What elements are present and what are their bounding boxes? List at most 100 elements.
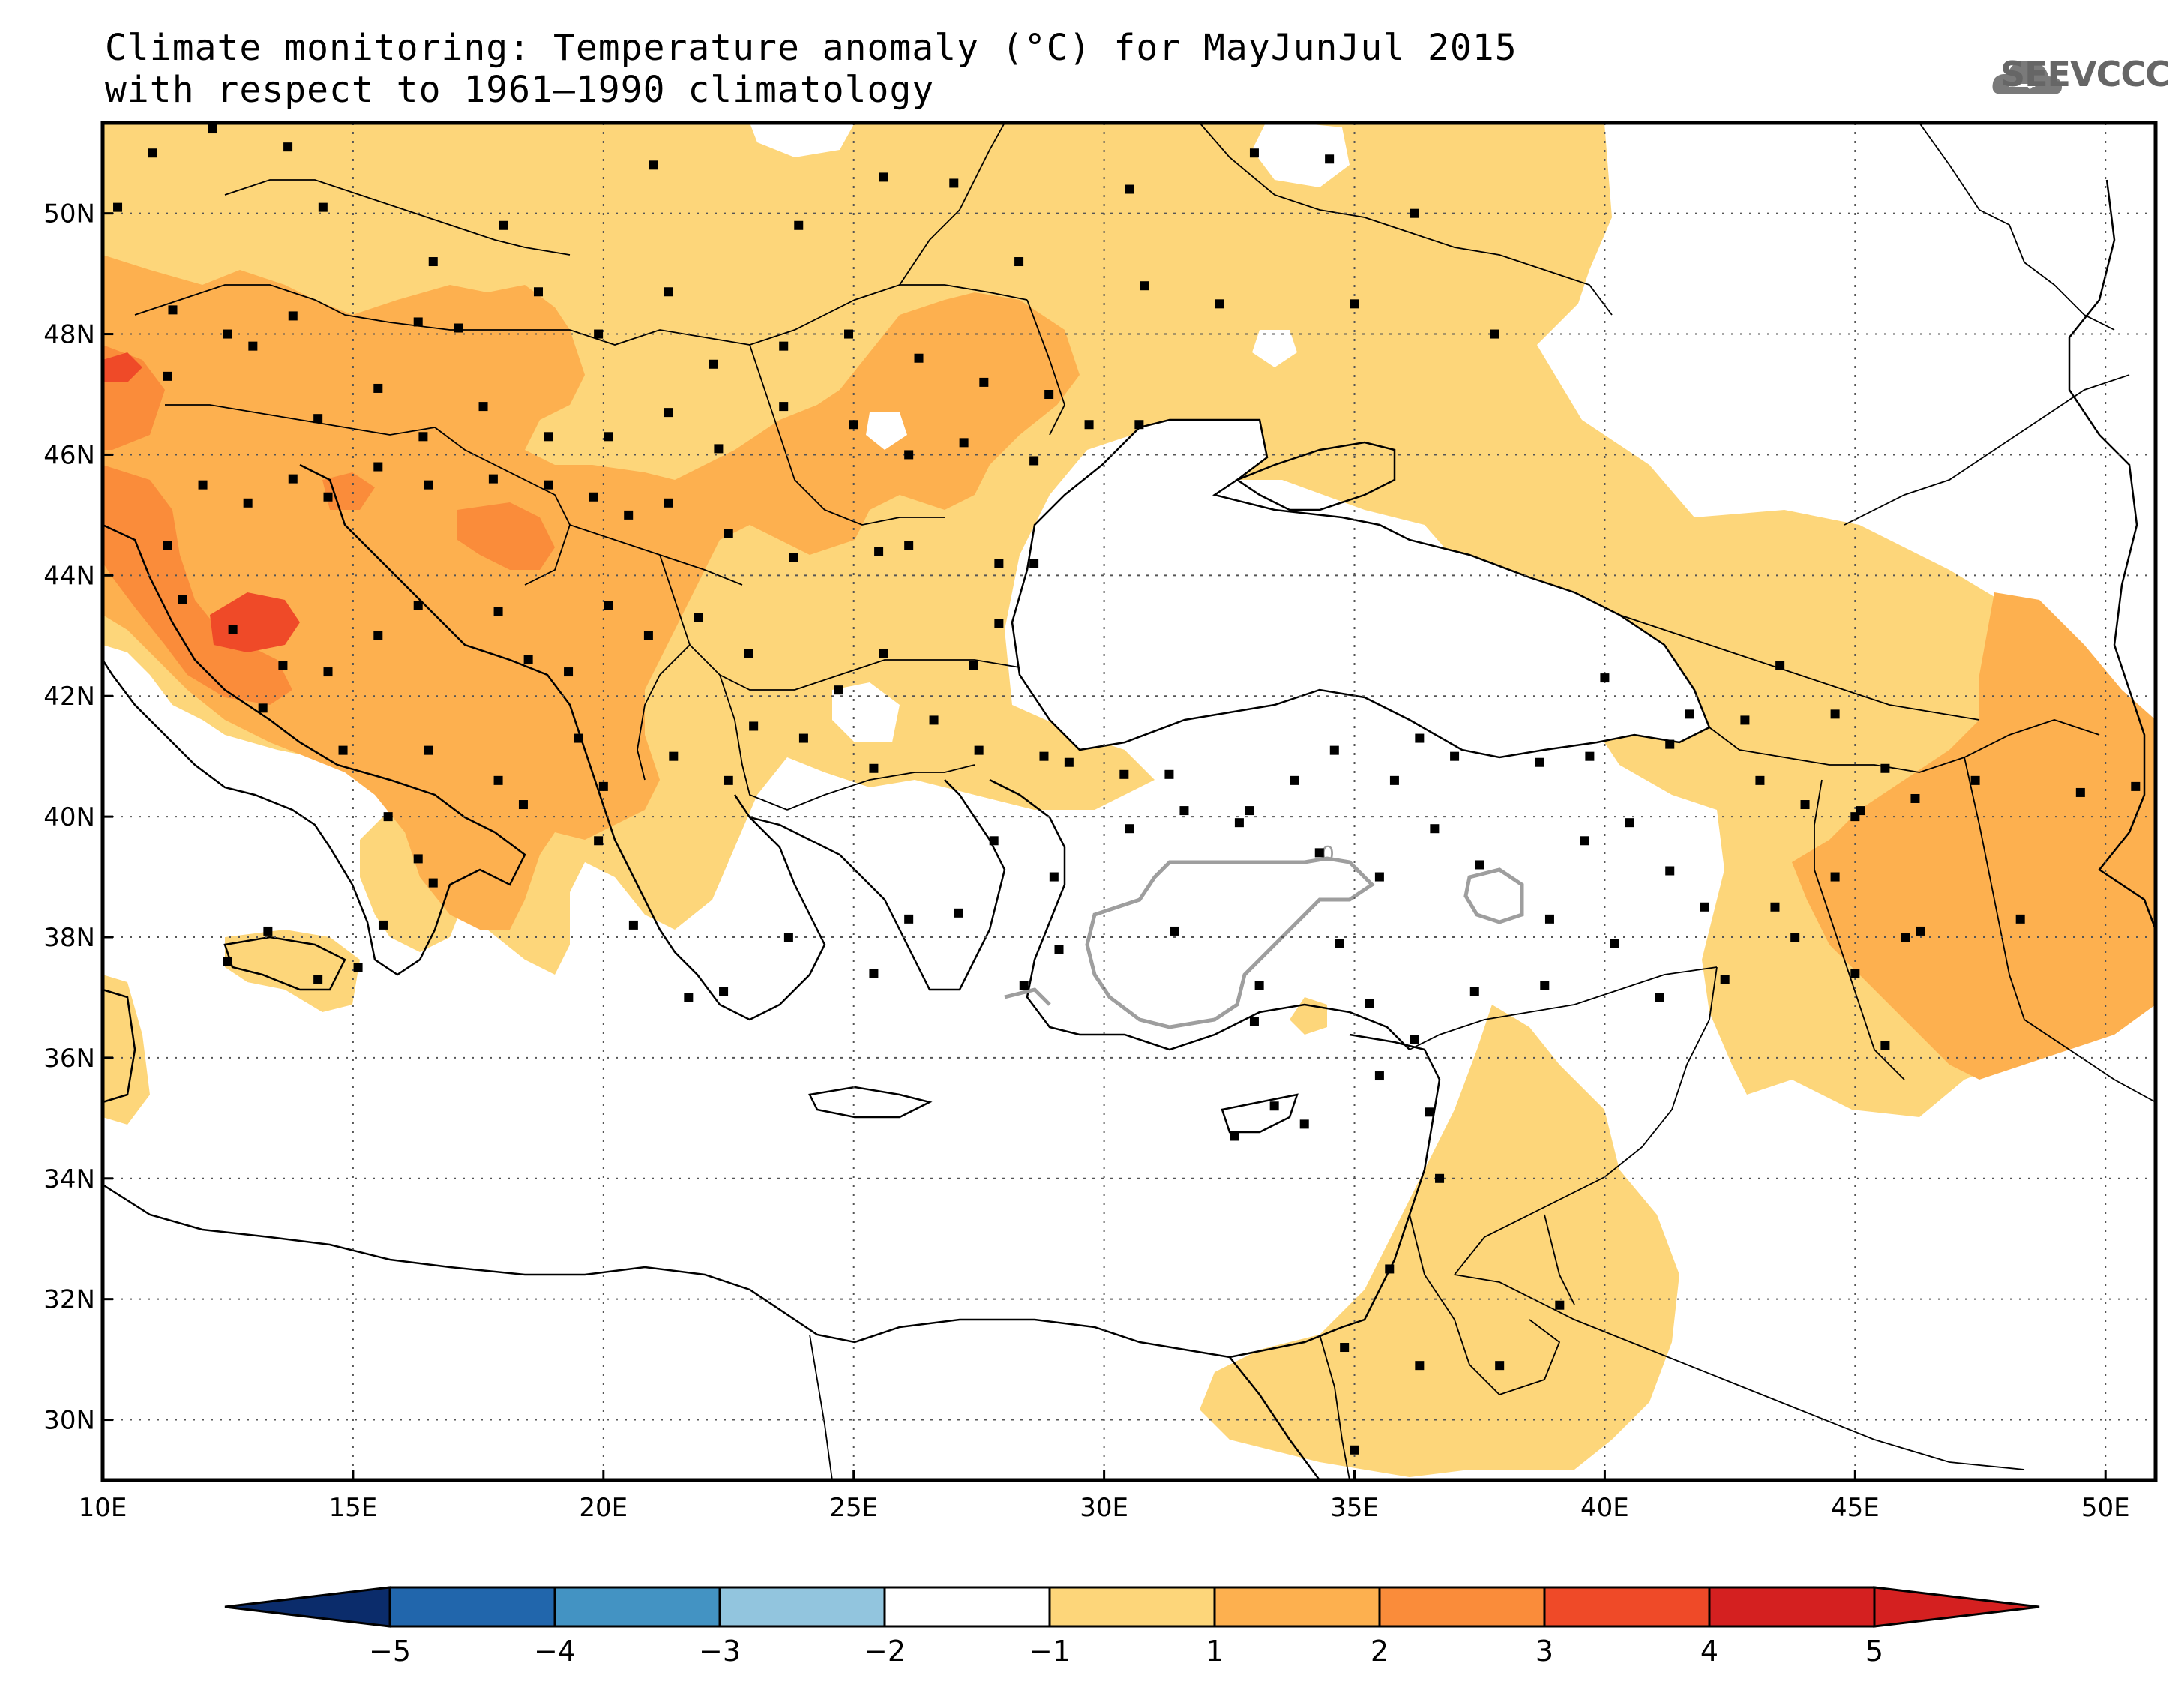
- station-marker: [594, 329, 604, 339]
- colorbar-under-arrow: [224, 1586, 391, 1628]
- station-marker: [789, 553, 798, 562]
- red-sea-gulf: [1229, 1356, 1321, 1481]
- station-marker: [1230, 1131, 1239, 1141]
- logo-text: SEEVCCC: [2000, 54, 2171, 94]
- station-marker: [323, 492, 333, 502]
- station-marker: [1164, 769, 1174, 779]
- station-marker: [1490, 329, 1499, 339]
- anomaly-band-1-2-levant: [1200, 1005, 1679, 1477]
- station-marker: [1325, 154, 1335, 164]
- station-marker: [1540, 981, 1550, 990]
- station-marker: [794, 220, 804, 230]
- zero-contour-west: [1004, 987, 1051, 1006]
- lon-tick-label: 50E: [2081, 1493, 2130, 1523]
- station-marker: [1850, 812, 1860, 822]
- station-marker: [113, 202, 123, 212]
- lat-tick-label: 34N: [43, 1164, 95, 1194]
- colorbar-label: −1: [1029, 1635, 1071, 1668]
- station-marker: [1049, 872, 1059, 882]
- station-marker: [353, 963, 363, 972]
- colorbar-segment: [883, 1586, 1051, 1628]
- station-marker: [378, 920, 388, 930]
- station-marker: [1880, 1041, 1890, 1050]
- station-marker: [1880, 763, 1890, 773]
- coastlines: [101, 179, 2157, 1481]
- station-marker: [604, 432, 613, 442]
- lon-tick-label: 30E: [1080, 1493, 1128, 1523]
- station-marker: [1335, 939, 1344, 948]
- sardinia-coast: [102, 988, 136, 1104]
- station-marker: [313, 975, 323, 984]
- station-marker: [413, 317, 423, 327]
- lon-tick-label: 10E: [79, 1493, 127, 1523]
- colorbar-over-arrow: [1873, 1586, 2040, 1628]
- station-marker: [1064, 757, 1074, 767]
- zero-contour-loop: [1463, 867, 1524, 924]
- station-marker: [589, 492, 598, 502]
- station-marker: [1140, 281, 1149, 291]
- station-marker: [969, 661, 978, 670]
- sicily-coast: [223, 936, 346, 991]
- station-marker: [1580, 836, 1589, 846]
- station-marker: [1544, 914, 1554, 924]
- station-marker: [1029, 559, 1039, 568]
- station-marker: [879, 172, 888, 182]
- station-marker: [288, 311, 298, 321]
- anomaly-gap-ukraine: [1252, 123, 1350, 187]
- station-marker: [228, 625, 238, 634]
- station-marker: [488, 474, 498, 484]
- station-marker: [1340, 1343, 1350, 1353]
- colorbar-label: −5: [369, 1635, 411, 1668]
- anomaly-band-2-3-caucasus: [1792, 592, 2156, 1080]
- station-marker: [1700, 902, 1709, 912]
- anomaly-gap-russia: [1574, 123, 2156, 487]
- station-marker: [1740, 715, 1750, 725]
- anomaly-band-1-2-cappadocia: [1290, 997, 1327, 1035]
- colorbar-segment: [718, 1586, 886, 1628]
- station-marker: [373, 631, 383, 640]
- anomaly-gap-poland: [750, 123, 855, 157]
- station-marker: [869, 763, 879, 773]
- station-marker: [669, 751, 679, 761]
- station-marker: [1600, 673, 1610, 683]
- country-borders: [134, 122, 2156, 1481]
- anomaly-band-3-4-balkans: [457, 502, 555, 570]
- station-marker: [428, 257, 438, 267]
- station-marker: [413, 854, 423, 864]
- station-marker: [2131, 781, 2141, 791]
- station-marker: [1215, 299, 1224, 309]
- lon-tick-label: 25E: [829, 1493, 878, 1523]
- station-marker: [954, 908, 963, 918]
- station-marker: [1625, 818, 1634, 828]
- station-marker: [1425, 1107, 1434, 1117]
- station-marker: [1410, 1035, 1419, 1044]
- colorbar-segment: [1378, 1586, 1546, 1628]
- station-marker: [1535, 757, 1544, 767]
- station-marker: [643, 631, 653, 640]
- station-marker: [1365, 999, 1374, 1008]
- station-marker: [223, 329, 232, 339]
- station-marker: [1469, 987, 1479, 996]
- station-marker: [959, 438, 969, 448]
- colorbar-segment: [1048, 1586, 1216, 1628]
- station-marker: [1475, 860, 1484, 870]
- station-marker: [223, 957, 232, 966]
- colorbar-label: −2: [864, 1635, 906, 1668]
- station-marker: [1254, 981, 1264, 990]
- lat-tick-label: 38N: [43, 923, 95, 953]
- station-marker: [1901, 933, 1910, 942]
- black-sea: [1011, 418, 1711, 759]
- station-marker: [1389, 775, 1399, 785]
- station-marker: [263, 926, 273, 936]
- station-marker: [664, 408, 673, 418]
- station-marker: [628, 920, 638, 930]
- station-marker: [493, 607, 503, 616]
- station-marker: [874, 547, 884, 556]
- colorbar-label: 5: [1865, 1635, 1883, 1668]
- station-marker: [1665, 866, 1675, 876]
- station-marker: [1350, 299, 1359, 309]
- colorbar-label: 4: [1700, 1635, 1718, 1668]
- africa-coast: [102, 1033, 1441, 1359]
- station-marker: [1329, 745, 1339, 755]
